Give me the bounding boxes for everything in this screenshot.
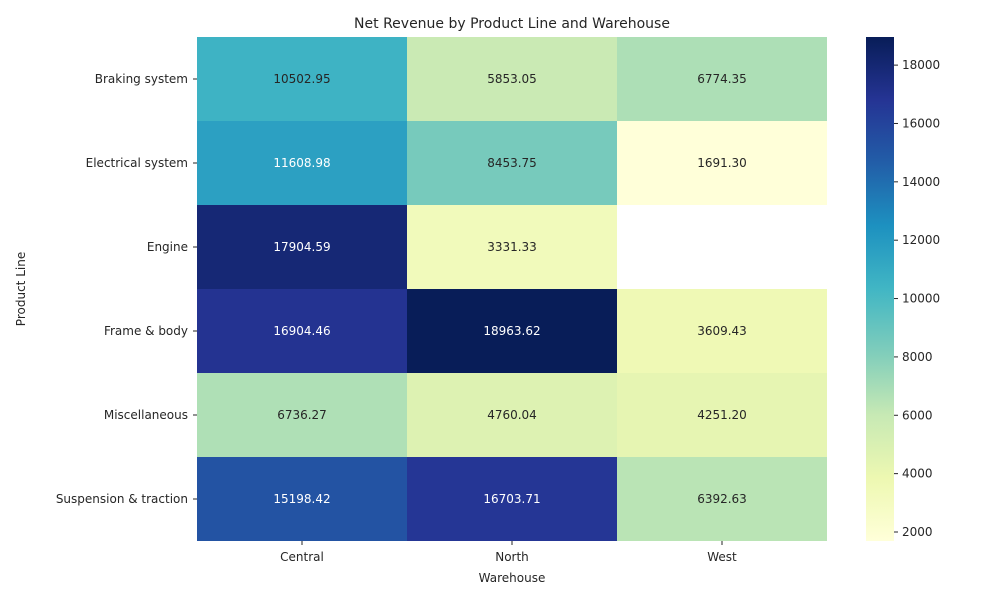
- cell-value-label: 1691.30: [697, 156, 747, 170]
- cell-value-label: 17904.59: [273, 240, 330, 254]
- heatmap-cell: [617, 373, 827, 457]
- x-tick-labels: Central North West: [280, 541, 737, 564]
- cell-value-label: 4251.20: [697, 408, 747, 422]
- y-tick-label: Frame & body: [104, 324, 188, 338]
- cell-value-label: 16703.71: [483, 492, 540, 506]
- cell-value-label: 11608.98: [273, 156, 330, 170]
- heatmap-cell: [617, 121, 827, 205]
- heatmap-cell: [407, 373, 617, 457]
- cell-value-label: 18963.62: [483, 324, 540, 338]
- heatmap-cell: [197, 37, 407, 121]
- cell-value-label: 3609.43: [697, 324, 747, 338]
- heatmap-cell: [197, 373, 407, 457]
- colorbar-tick-label: 2000: [902, 525, 933, 539]
- y-tick-label: Engine: [147, 240, 188, 254]
- heatmap-cell: [197, 289, 407, 373]
- heatmap-cell: [617, 457, 827, 541]
- cell-value-label: 4760.04: [487, 408, 537, 422]
- heatmap-cell: [197, 205, 407, 289]
- heatmap-cell: [197, 457, 407, 541]
- cell-value-label: 8453.75: [487, 156, 537, 170]
- colorbar: [866, 37, 894, 541]
- cell-value-label: 6736.27: [277, 408, 327, 422]
- y-tick-label: Miscellaneous: [104, 408, 188, 422]
- cell-value-label: 10502.95: [273, 72, 330, 86]
- cell-value-label: 3331.33: [487, 240, 537, 254]
- y-tick-label: Suspension & traction: [56, 492, 188, 506]
- colorbar-tick-label: 4000: [902, 467, 933, 481]
- colorbar-tick-label: 10000: [902, 292, 940, 306]
- colorbar-tick-label: 18000: [902, 58, 940, 72]
- cell-value-label: 16904.46: [273, 324, 330, 338]
- x-tick-label: Central: [280, 550, 324, 564]
- colorbar-tick-label: 16000: [902, 116, 940, 130]
- colorbar-ticks: 2000 4000 6000 8000 10000 12000 14000 16000 1800…: [894, 58, 940, 539]
- cell-value-label: 5853.05: [487, 72, 537, 86]
- colorbar-tick-label: 12000: [902, 233, 940, 247]
- y-axis-label: Product Line: [14, 252, 28, 326]
- x-tick-label: West: [707, 550, 737, 564]
- heatmap-cell: [197, 121, 407, 205]
- heatmap-cell: [407, 205, 617, 289]
- colorbar-tick-label: 6000: [902, 408, 933, 422]
- heatmap-cell: [407, 37, 617, 121]
- heatmap-cells: 10502.95 5853.05 6774.35 11608.98 8453.75 169…: [197, 37, 827, 541]
- cell-value-label: 6774.35: [697, 72, 747, 86]
- colorbar-tick-label: 14000: [902, 175, 940, 189]
- x-tick-label: North: [495, 550, 529, 564]
- y-tick-labels: Braking system Electrical system Engine Fra…: [56, 72, 197, 506]
- heatmap-cell: [617, 37, 827, 121]
- y-tick-label: Braking system: [95, 72, 188, 86]
- cell-value-label: 6392.63: [697, 492, 747, 506]
- colorbar-tick-label: 8000: [902, 350, 933, 364]
- cell-value-label: 15198.42: [273, 492, 330, 506]
- heatmap-cell: [407, 457, 617, 541]
- heatmap-cell: [617, 289, 827, 373]
- chart-title: Net Revenue by Product Line and Warehous…: [354, 16, 670, 32]
- heatmap-cell: [407, 289, 617, 373]
- heatmap-cell: [407, 121, 617, 205]
- x-axis-label: Warehouse: [479, 571, 546, 585]
- y-tick-label: Electrical system: [86, 156, 188, 170]
